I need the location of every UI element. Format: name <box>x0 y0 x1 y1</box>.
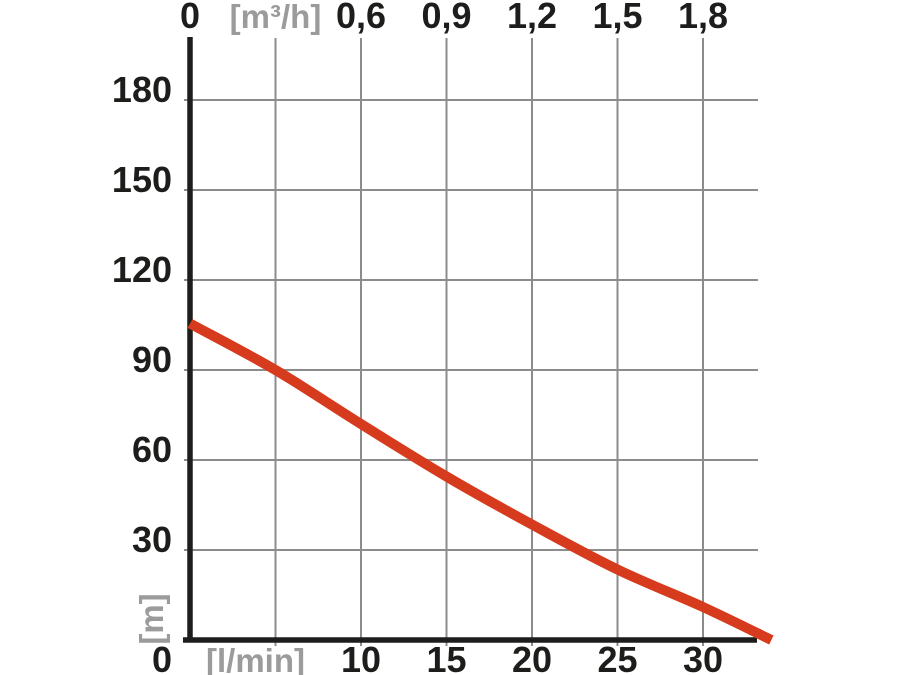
bottom-axis-tick-label: 10 <box>341 639 381 675</box>
gridlines <box>184 38 758 646</box>
delivery-head-curve <box>187 319 774 645</box>
top-axis-tick-label: 1,5 <box>592 0 642 36</box>
top-axis-tick-label: 1,2 <box>507 0 557 36</box>
top-axis-tick-label: 1,8 <box>678 0 728 36</box>
y-axis-tick-label: 120 <box>112 249 172 290</box>
axes <box>183 37 757 643</box>
y-axis-tick-label: 90 <box>132 339 172 380</box>
axis-labels: 0 [m³/h] 0,6 0,9 1,2 1,5 1,8 [l/min] 10 15 20 25 30 1… <box>112 0 728 675</box>
top-axis-tick-label: 0,6 <box>336 0 386 36</box>
bottom-axis-tick-label: 25 <box>597 639 637 675</box>
y-axis-tick-label: 180 <box>112 69 172 110</box>
bottom-axis-tick-label: 15 <box>426 639 466 675</box>
top-axis-tick-label: 0,9 <box>421 0 471 36</box>
y-axis-unit-label: [m] <box>133 593 170 644</box>
origin-label: 0 <box>152 639 172 675</box>
y-axis-tick-label: 150 <box>112 159 172 200</box>
top-axis-tick-label: 0 <box>180 0 200 36</box>
curve-layer <box>187 319 774 645</box>
bottom-axis-unit-label: [l/min] <box>206 642 305 675</box>
y-axis-tick-label: 30 <box>132 519 172 560</box>
y-axis-tick-label: 60 <box>132 429 172 470</box>
bottom-axis-tick-label: 20 <box>512 639 552 675</box>
bottom-axis-tick-label: 30 <box>683 639 723 675</box>
top-axis-unit-label: [m³/h] <box>230 0 322 35</box>
